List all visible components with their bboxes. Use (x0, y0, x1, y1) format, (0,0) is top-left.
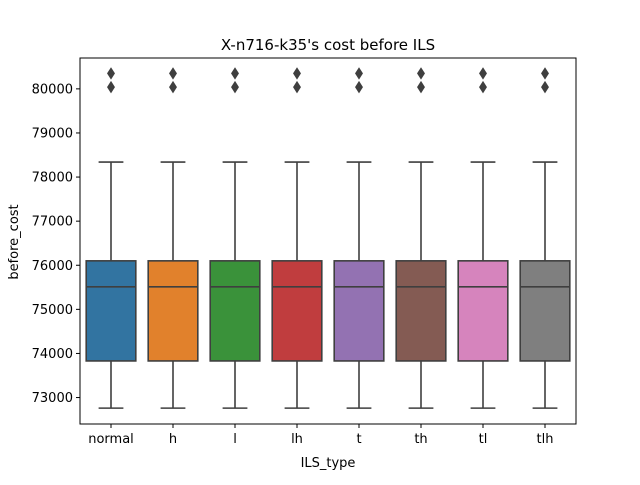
y-tick-label: 79000 (32, 126, 73, 141)
y-tick-label: 73000 (32, 391, 73, 406)
outlier-marker (479, 80, 487, 94)
iqr-box (457, 260, 509, 362)
x-tick-label: l (233, 432, 237, 447)
box-group-tl (457, 67, 509, 409)
iqr-box (333, 260, 385, 362)
y-tick-label: 76000 (32, 259, 73, 274)
outlier-marker (231, 80, 239, 94)
box-group-tlh (519, 67, 571, 409)
outlier-marker (231, 67, 239, 80)
outlier-marker (541, 67, 549, 80)
iqr-box (209, 260, 261, 362)
box-group-t (333, 67, 385, 409)
outlier-marker (417, 80, 425, 94)
outlier-marker (293, 67, 301, 80)
outlier-marker (107, 67, 115, 80)
y-tick-label: 78000 (32, 171, 73, 186)
outlier-marker (355, 80, 363, 94)
outlier-marker (541, 80, 549, 94)
plot-area: 73000 74000 75000 76000 77000 78000 79000 80000… (32, 67, 571, 447)
x-tick-label: th (414, 432, 427, 447)
chart-title: X-n716-k35's cost before ILS (221, 36, 435, 54)
box-group-th (395, 67, 447, 409)
x-tick-label: t (356, 432, 361, 447)
x-axis-label: ILS_type (301, 456, 356, 471)
outlier-marker (417, 67, 425, 80)
y-tick-label: 80000 (32, 82, 73, 97)
outlier-marker (169, 67, 177, 80)
box-group-lh (271, 67, 323, 409)
x-tick-label: h (169, 432, 177, 447)
x-tick-label: tlh (537, 432, 554, 447)
outlier-marker (479, 67, 487, 80)
outlier-marker (293, 80, 301, 94)
x-tick-label: normal (88, 432, 134, 447)
plot-frame (79, 57, 577, 425)
box-group-normal (85, 67, 137, 409)
iqr-box (519, 260, 571, 362)
outlier-marker (355, 67, 363, 80)
iqr-box (147, 260, 199, 362)
y-tick-label: 74000 (32, 347, 73, 362)
y-axis-label: before_cost (7, 204, 22, 279)
x-tick-label: tl (479, 432, 488, 447)
y-tick-label: 77000 (32, 215, 73, 230)
iqr-box (395, 260, 447, 362)
box-group-l (209, 67, 261, 409)
outlier-marker (169, 80, 177, 94)
iqr-box (271, 260, 323, 362)
y-tick-label: 75000 (32, 303, 73, 318)
outlier-marker (107, 80, 115, 94)
x-tick-label: lh (291, 432, 303, 447)
iqr-box (85, 260, 137, 362)
box-group-h (147, 67, 199, 409)
